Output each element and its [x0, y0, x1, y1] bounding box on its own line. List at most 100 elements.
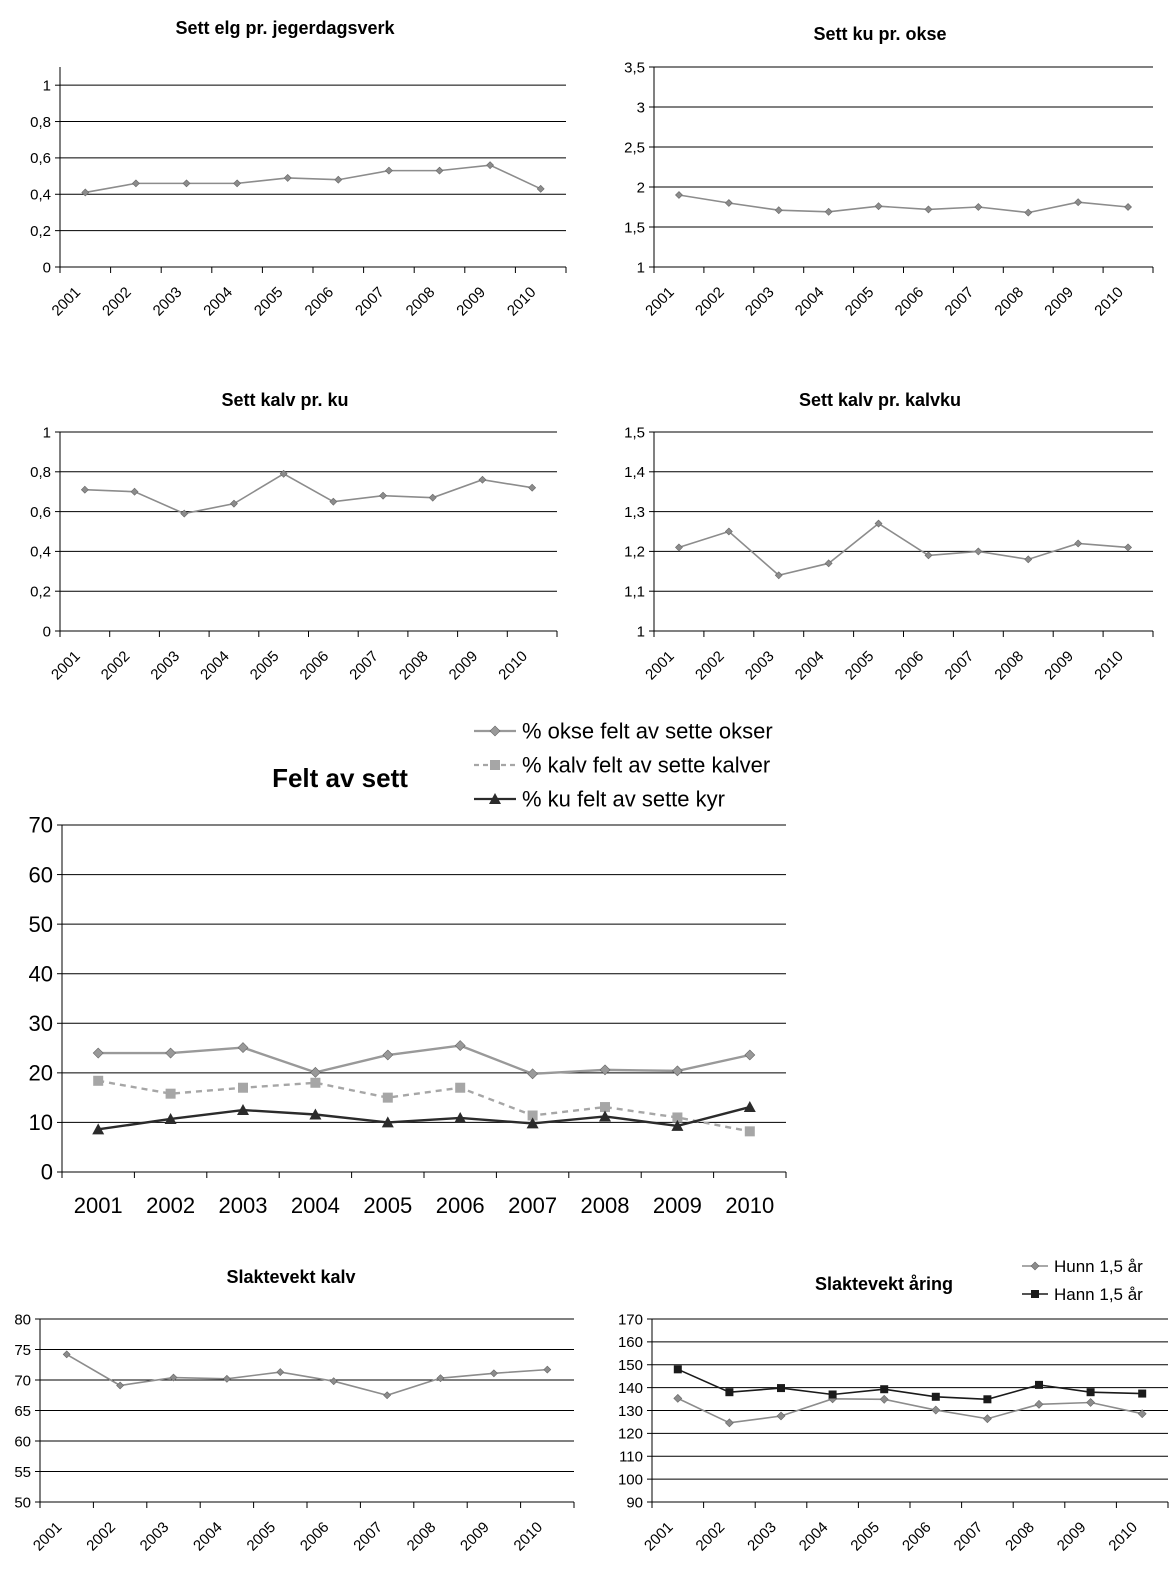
x-tick-label: 2002	[98, 648, 134, 684]
y-tick-label: 0,6	[30, 504, 51, 521]
legend-marker	[490, 760, 500, 770]
data-point	[982, 1414, 992, 1424]
data-point	[130, 487, 139, 496]
data-point	[383, 1391, 392, 1400]
chart-title: Slaktevekt åring	[815, 1274, 953, 1294]
data-point	[1138, 1389, 1147, 1398]
data-point	[599, 1064, 611, 1076]
data-point	[92, 1123, 105, 1135]
data-point	[334, 175, 343, 184]
x-tick-label: 2010	[504, 284, 540, 320]
data-point	[309, 1066, 321, 1078]
x-tick-label: 2005	[244, 1519, 280, 1555]
series-line-1	[85, 164, 542, 194]
chart-4: Sett kalv pr. kalvku 1 1,1 1,2 1,3 1,4 1,5 2001…	[624, 390, 1154, 684]
x-tick-label: 2001	[641, 1519, 677, 1555]
x-tick-label: 2010	[725, 1193, 774, 1218]
x-tick-label: 2008	[1002, 1519, 1038, 1555]
x-tick-label: 2003	[744, 1519, 780, 1555]
y-tick-label: 70	[14, 1372, 31, 1389]
data-point	[1124, 543, 1132, 552]
data-point	[672, 1112, 683, 1123]
data-point	[774, 206, 783, 215]
x-tick-label: 2005	[251, 284, 287, 320]
y-tick-label: 0	[43, 623, 51, 640]
x-tick-label: 2004	[197, 648, 233, 684]
data-point	[879, 1394, 889, 1404]
y-tick-label: 75	[14, 1342, 31, 1359]
data-point	[454, 1111, 467, 1123]
x-tick-label: 2003	[742, 284, 778, 320]
data-point	[237, 1042, 249, 1053]
y-tick-label: 60	[14, 1433, 31, 1450]
x-tick-label: 2009	[653, 1193, 702, 1218]
x-tick-label: 2001	[30, 1519, 66, 1555]
series-line-1	[84, 472, 533, 515]
x-tick-label: 2003	[219, 1193, 268, 1218]
legend-label: Hunn 1,5 år	[1054, 1257, 1143, 1276]
legend-label: % okse felt av sette okser	[522, 719, 773, 744]
x-tick-label: 2008	[404, 1519, 440, 1555]
data-point	[62, 1350, 71, 1359]
data-point	[675, 543, 683, 552]
x-tick-label: 2007	[942, 284, 978, 320]
x-tick-label: 2003	[150, 284, 186, 320]
data-point	[381, 1116, 394, 1128]
chart-6: Slaktevekt kalv 50 55 60 65 70 75 80 2001 2002 200…	[14, 1267, 575, 1555]
y-tick-label: 130	[618, 1403, 643, 1420]
y-tick-label: 150	[618, 1357, 643, 1374]
x-tick-label: 2004	[190, 1519, 226, 1555]
data-point	[724, 527, 733, 536]
x-tick-label: 2009	[453, 284, 489, 320]
chart-5: Felt av sett 0 10 20 30 40 50 60 70 2001 2002 2003 2…	[29, 763, 787, 1218]
data-point	[724, 199, 733, 207]
y-tick-label: 60	[29, 862, 53, 887]
x-tick-label: 2005	[842, 648, 878, 684]
x-tick-label: 2002	[692, 284, 728, 320]
x-tick-label: 2007	[508, 1193, 557, 1218]
chart-title: Sett kalv pr. kalvku	[799, 390, 961, 410]
chart-7: Slaktevekt åring 90 100 110 120 130 140 150 160 1…	[618, 1274, 1169, 1555]
x-tick-label: 2010	[1105, 1519, 1141, 1555]
y-tick-label: 160	[618, 1334, 643, 1351]
data-point	[874, 202, 883, 211]
data-point	[673, 1393, 683, 1403]
x-tick-label: 2004	[792, 648, 828, 684]
data-point	[824, 559, 833, 568]
x-tick-label: 2008	[581, 1193, 630, 1218]
data-point	[165, 1088, 176, 1099]
data-point	[974, 203, 983, 211]
legend-marker	[1031, 1290, 1039, 1298]
x-tick-label: 2009	[1054, 1519, 1090, 1555]
data-point	[600, 1102, 610, 1113]
data-point	[384, 166, 393, 175]
chart-title: Sett kalv pr. ku	[221, 390, 348, 410]
data-point	[233, 179, 242, 188]
x-tick-label: 2010	[1091, 648, 1127, 684]
data-point	[180, 509, 189, 518]
x-tick-label: 2002	[146, 1193, 195, 1218]
data-point	[182, 179, 191, 188]
data-point	[93, 1075, 104, 1086]
data-point	[543, 1365, 552, 1374]
legend-label: % kalv felt av sette kalver	[522, 753, 770, 778]
x-tick-label: 2002	[83, 1519, 119, 1555]
legend-label: % ku felt av sette kyr	[522, 787, 725, 812]
data-point	[824, 207, 833, 216]
data-point	[874, 519, 883, 528]
y-tick-label: 1,4	[624, 464, 645, 481]
data-point	[309, 1108, 322, 1120]
data-point	[283, 173, 292, 182]
data-point	[1035, 1380, 1043, 1389]
legend-marker	[1030, 1261, 1040, 1271]
y-tick-label: 170	[618, 1311, 643, 1328]
y-tick-label: 50	[29, 912, 53, 937]
x-tick-label: 2003	[147, 648, 183, 684]
y-tick-label: 0,6	[30, 150, 51, 167]
x-tick-label: 2002	[692, 648, 728, 684]
x-tick-label: 2007	[951, 1519, 987, 1555]
chart-title: Sett elg pr. jegerdagsverk	[175, 18, 395, 38]
y-tick-label: 0,4	[30, 544, 51, 561]
data-point	[116, 1381, 125, 1390]
data-point	[528, 483, 537, 492]
